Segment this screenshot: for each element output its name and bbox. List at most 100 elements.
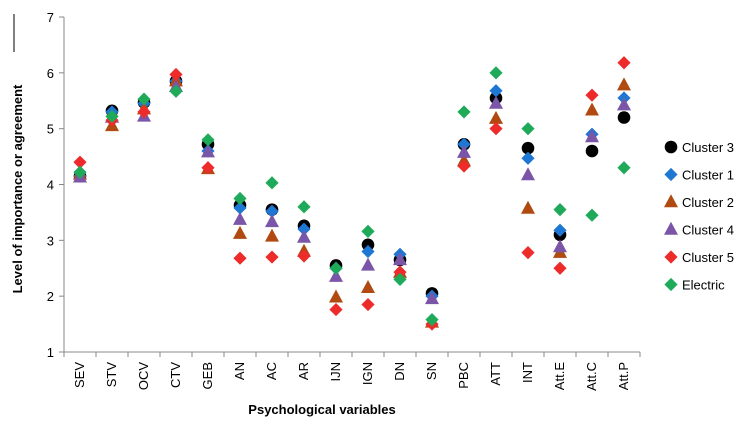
x-tick-label: CTV [168, 362, 183, 388]
data-point [105, 109, 119, 123]
data-point [361, 238, 375, 252]
data-point [297, 249, 311, 263]
y-tick-label: 7 [47, 10, 54, 25]
y-tick-label: 1 [47, 345, 54, 360]
data-point [361, 244, 375, 259]
data-point [73, 155, 87, 169]
data-point [361, 279, 375, 293]
data-point [265, 228, 279, 242]
data-point [393, 272, 407, 287]
y-tick-label: 5 [47, 122, 54, 137]
data-point [521, 151, 535, 165]
data-point [233, 225, 247, 239]
x-tick-label: PBC [456, 362, 471, 389]
x-tick-label: DN [392, 362, 407, 381]
x-tick-label: AN [232, 362, 247, 380]
series-cluster-4 [73, 78, 631, 305]
data-point [617, 97, 631, 111]
legend-marker [664, 250, 678, 264]
data-point [297, 222, 311, 236]
data-point [617, 111, 631, 124]
series-cluster-2 [73, 73, 631, 328]
data-point [489, 66, 503, 80]
data-point [201, 144, 215, 158]
data-point [489, 84, 503, 98]
data-point [425, 291, 439, 305]
data-points [73, 56, 631, 331]
data-point [425, 313, 439, 327]
data-point [585, 129, 599, 143]
series-cluster-3 [73, 74, 631, 300]
data-point [617, 161, 631, 175]
x-tick-label: OCV [136, 362, 151, 391]
legend-label: Cluster 2 [682, 195, 734, 210]
x-tick-label: SEV [72, 362, 87, 388]
data-point [361, 257, 375, 271]
legend-marker [664, 140, 678, 154]
series-electric [73, 66, 631, 327]
data-point [233, 251, 247, 265]
data-point [553, 261, 567, 275]
data-point [265, 176, 279, 190]
data-point [265, 214, 279, 228]
data-point [489, 110, 503, 124]
data-point [265, 204, 279, 218]
data-point [73, 165, 87, 179]
y-axis: 1 2 3 4 5 6 7 [47, 10, 65, 360]
y-tick-label: 4 [47, 178, 54, 193]
data-point [521, 246, 535, 260]
data-point [457, 159, 471, 173]
data-point [169, 84, 183, 98]
x-tick-label: IGN [360, 362, 375, 385]
data-point [329, 289, 343, 303]
x-tick-label: STV [104, 362, 119, 388]
data-point [361, 297, 375, 312]
data-point [617, 56, 631, 70]
data-point [329, 268, 343, 282]
data-point [457, 105, 471, 119]
data-point [585, 208, 599, 222]
legend: Cluster 3 Cluster 1 Cluster 2 Cluster 4 Clus… [664, 140, 734, 293]
data-point [169, 67, 183, 82]
legend-marker [664, 167, 678, 182]
series-cluster-5 [73, 56, 631, 331]
data-point [265, 250, 279, 264]
data-point [137, 92, 151, 106]
data-point [329, 261, 343, 275]
data-point [489, 122, 503, 136]
x-tick-label: Att.E [552, 362, 567, 391]
series-cluster-1 [73, 74, 631, 303]
y-axis-title: Level of importance or agreement [10, 84, 25, 293]
data-point [553, 239, 567, 253]
data-point [617, 77, 631, 91]
legend-marker [664, 194, 678, 208]
data-point [233, 191, 247, 206]
x-tick-label: Att.C [584, 362, 599, 391]
data-point [137, 105, 151, 119]
data-point [201, 161, 215, 175]
data-point [553, 223, 567, 237]
data-point [329, 302, 343, 317]
y-tick-label: 6 [47, 66, 54, 81]
data-point [585, 144, 599, 158]
data-point [521, 122, 535, 136]
x-tick-label: GEB [200, 362, 215, 389]
data-point [297, 229, 311, 243]
legend-marker [664, 221, 678, 235]
data-point [585, 102, 599, 116]
data-point [361, 224, 375, 238]
legend-label: Cluster 1 [682, 168, 734, 183]
data-point [393, 265, 407, 279]
data-point [233, 211, 247, 225]
x-tick-label: Att.P [616, 362, 631, 390]
x-axis-title: Psychological variables [248, 402, 395, 417]
data-point [521, 141, 535, 155]
data-point [521, 167, 535, 181]
data-point [553, 203, 567, 217]
data-point [233, 201, 247, 215]
data-point [201, 133, 215, 147]
legend-label: Cluster 4 [682, 223, 734, 238]
x-tick-label: AC [264, 362, 279, 380]
data-point [457, 137, 471, 151]
